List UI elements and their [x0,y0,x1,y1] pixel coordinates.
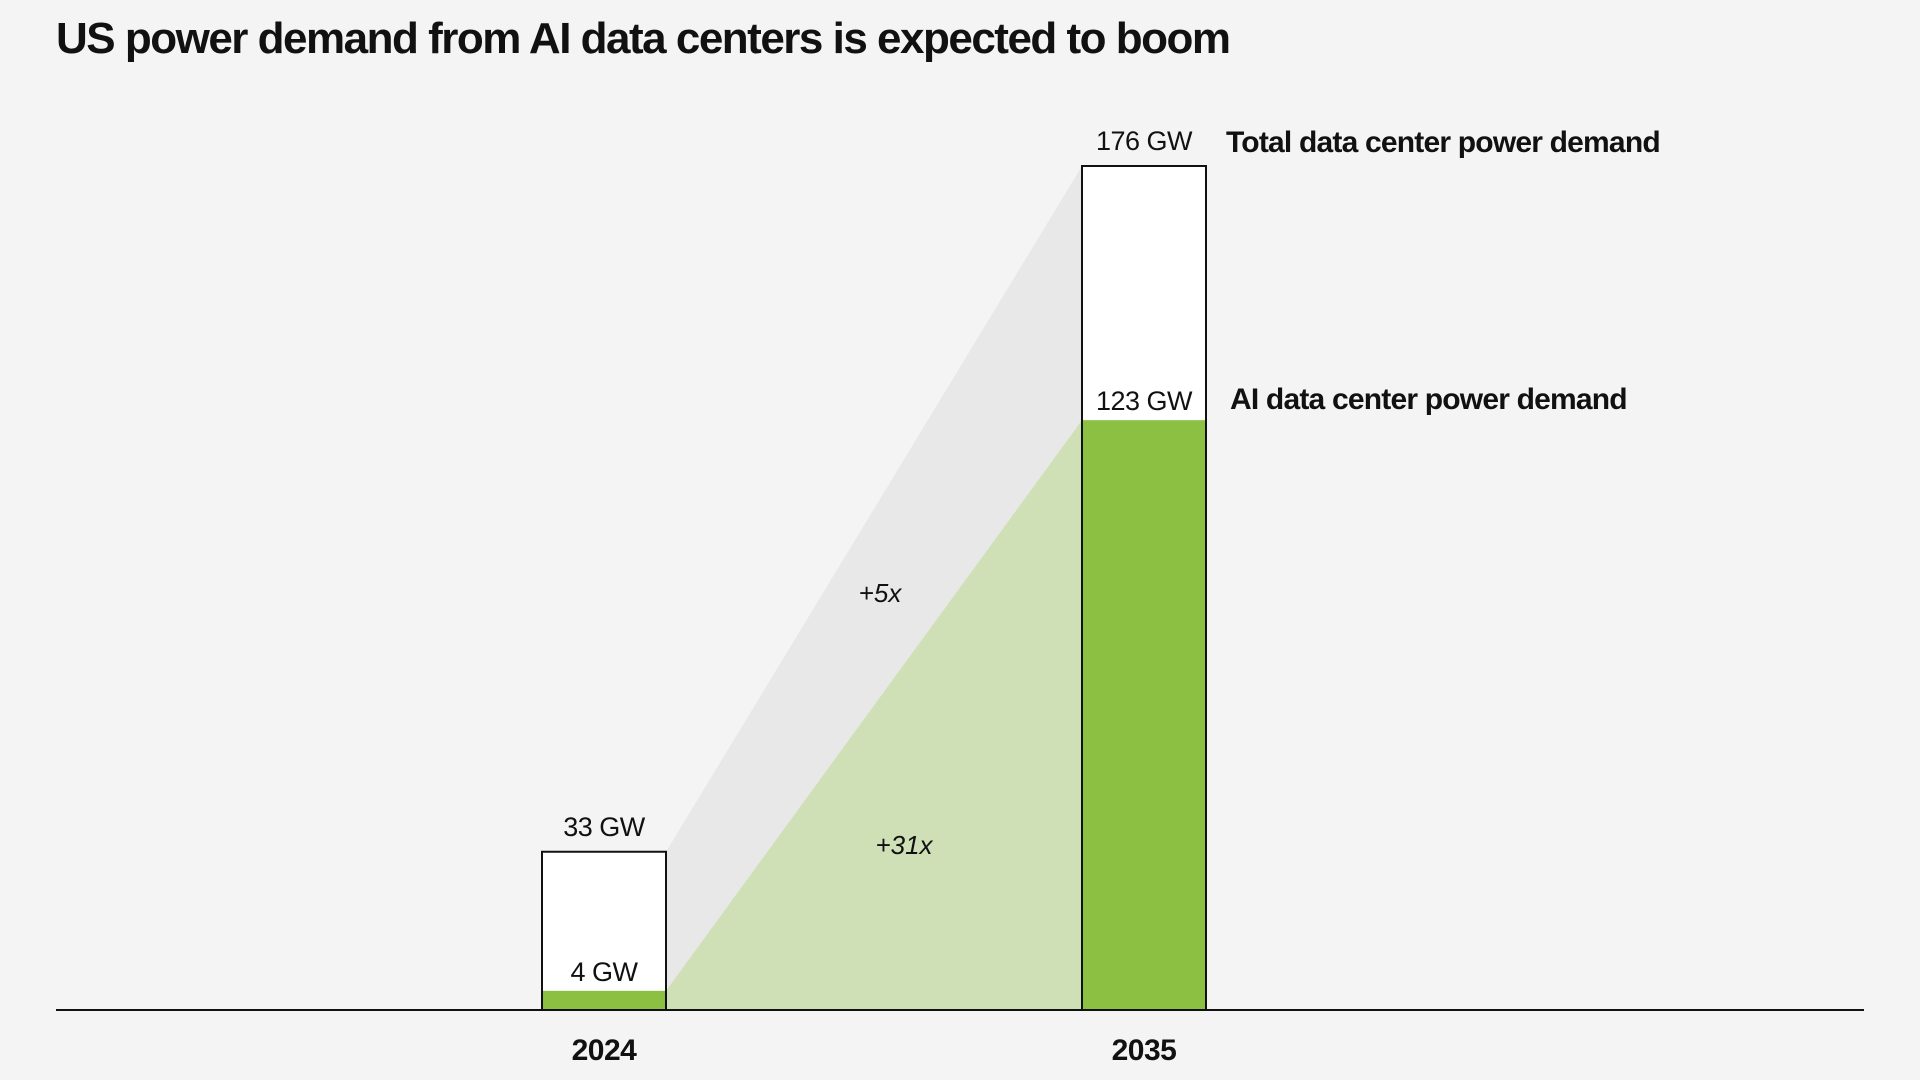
ai-growth-annotation: +31x [875,830,933,860]
ai-growth-connector [666,420,1082,1011]
value-label-ai-2035: 123 GW [1096,386,1193,416]
value-label-ai-2024: 4 GW [570,957,638,987]
bars [541,165,1207,1011]
bar-total-2024 [541,850,667,1011]
value-label-total-2024: 33 GW [563,812,646,842]
x-tick-2035: 2035 [1112,1034,1177,1067]
chart-title: US power demand from AI data centers is … [56,14,1230,63]
value-labels: 33 GW 4 GW 176 GW 123 GW [563,126,1193,987]
total-growth-annotation: +5x [859,578,903,608]
legend-total-label: Total data center power demand [1226,126,1660,159]
legend-ai-label: AI data center power demand [1230,383,1627,416]
bar-ai-2024 [543,990,665,1009]
x-axis-ticks: 2024 2035 [572,1034,1177,1067]
x-tick-2024: 2024 [572,1034,638,1067]
value-label-total-2035: 176 GW [1096,126,1193,156]
growth-connectors [666,166,1082,1011]
bar-ai-2035 [1083,420,1205,1010]
